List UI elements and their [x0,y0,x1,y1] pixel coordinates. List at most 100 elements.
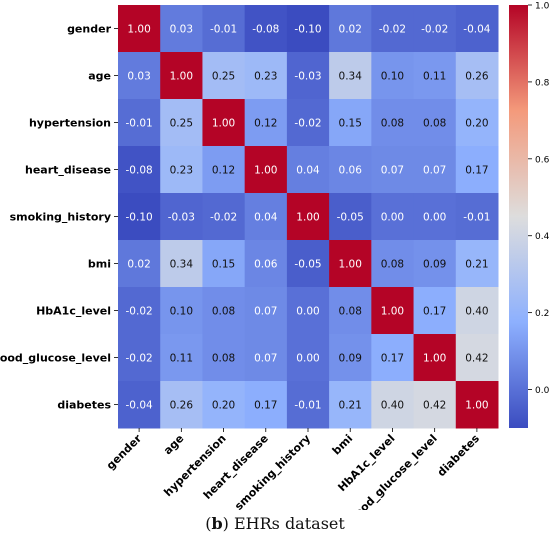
cell-value-label: -0.01 [126,118,153,130]
heatmap-cell [118,5,161,53]
row-label: bmi [88,258,111,271]
row-label: blood_glucose_level [0,352,111,365]
heatmap-cell [160,5,203,53]
heatmap-cell [413,52,457,100]
heatmap-cell [160,193,203,241]
cell-value-label: 0.25 [170,118,193,130]
heatmap-cell [371,240,415,288]
heatmap-cell [371,5,415,53]
heatmap-cell [160,99,203,147]
heatmap-cell [329,334,372,382]
cell-value-label: -0.03 [294,71,321,83]
column-label: diabetes [435,432,482,479]
cell-value-label: 1.00 [296,212,319,224]
heatmap-cell [455,193,499,241]
cell-value-label: 0.40 [465,306,488,318]
heatmap-cell [118,193,161,241]
cell-value-label: 0.12 [212,165,235,177]
column-label: smoking_history [232,432,313,510]
heatmap-cell [202,52,246,100]
heatmap-cell [413,193,457,241]
heatmap-cell [160,146,203,194]
colorbar-tick-label: 1.0 [535,2,550,12]
cell-value-label: 1.00 [423,353,446,365]
cell-value-label: -0.04 [126,400,153,412]
cell-value-label: -0.02 [379,24,406,36]
cell-value-label: 0.02 [127,259,150,271]
cell-value-label: 0.07 [254,306,277,318]
heatmap-cell [202,146,246,194]
cell-value-label: 0.00 [296,306,319,318]
heatmap-cell [118,240,161,288]
heatmap-cell [371,99,415,147]
heatmap-cell [329,240,372,288]
heatmap-cell [160,240,203,288]
cell-value-label: -0.01 [210,24,237,36]
cell-value-label: 1.00 [381,306,404,318]
heatmap-cell [286,381,330,429]
heatmap-cell [371,381,415,429]
cell-value-label: 0.07 [254,353,277,365]
cell-value-label: 0.00 [296,353,319,365]
cell-value-label: -0.02 [294,118,321,130]
colorbar-tick-label: 0.0 [535,386,550,396]
heatmap-cell [118,99,161,147]
cell-value-label: -0.10 [126,212,153,224]
cell-value-label: 1.00 [212,118,235,130]
heatmap-cell [455,146,499,194]
cell-value-label: 0.08 [212,353,235,365]
heatmap-cell [371,52,415,100]
cell-value-label: 1.00 [170,71,193,83]
cell-value-label: -0.02 [210,212,237,224]
heatmap-cell [329,146,372,194]
heatmap-cell [118,287,161,335]
column-label: age [161,432,186,457]
cell-value-label: 0.21 [465,259,488,271]
cell-value-label: 0.04 [296,165,320,177]
cell-value-label: 0.08 [212,306,235,318]
heatmap-cell [329,381,372,429]
heatmap-cell [286,240,330,288]
cell-value-label: 0.10 [381,71,404,83]
heatmap-cell [160,287,203,335]
heatmap-cell [202,240,246,288]
cell-value-label: 0.17 [381,353,404,365]
cell-value-label: 0.12 [254,118,277,130]
heatmap-cell [244,240,288,288]
heatmap-cell [286,5,330,53]
heatmap-cell [160,52,203,100]
cell-value-label: 0.42 [423,400,446,412]
cell-value-label: -0.05 [337,212,364,224]
cell-value-label: 0.25 [212,71,235,83]
cell-value-label: -0.01 [294,400,321,412]
row-labels: gender age hypertension heart_diseasesmokin… [0,23,118,412]
cell-value-label: 0.34 [339,71,363,83]
heatmap-cell [371,146,415,194]
cell-value-label: 0.17 [254,400,277,412]
cell-value-label: 0.34 [170,259,194,271]
cell-value-label: 0.20 [465,118,488,130]
cell-value-label: -0.08 [252,24,279,36]
colorbar-tick-label: 0.2 [535,309,549,319]
row-label: age [88,70,111,83]
heatmap-cell [413,287,457,335]
cell-value-label: -0.04 [463,24,490,36]
cell-value-label: 0.09 [339,353,362,365]
cell-value-label: -0.02 [126,353,153,365]
column-label: bmi [330,432,356,458]
cell-value-label: 0.08 [381,118,404,130]
heatmap-cell [202,5,246,53]
heatmap-cell [413,381,457,429]
heatmap-cell [413,334,457,382]
cell-value-label: -0.01 [463,212,490,224]
heatmap-cell [202,193,246,241]
cell-value-label: 0.00 [423,212,446,224]
row-label: heart_disease [25,164,111,177]
cell-value-label: -0.08 [126,165,153,177]
cell-value-label: 1.00 [465,400,488,412]
cell-value-label: 0.21 [339,400,362,412]
heatmap-cell [413,146,457,194]
cell-value-label: 0.26 [170,400,194,412]
heatmap-cell [286,193,330,241]
cell-value-label: 0.17 [423,306,446,318]
